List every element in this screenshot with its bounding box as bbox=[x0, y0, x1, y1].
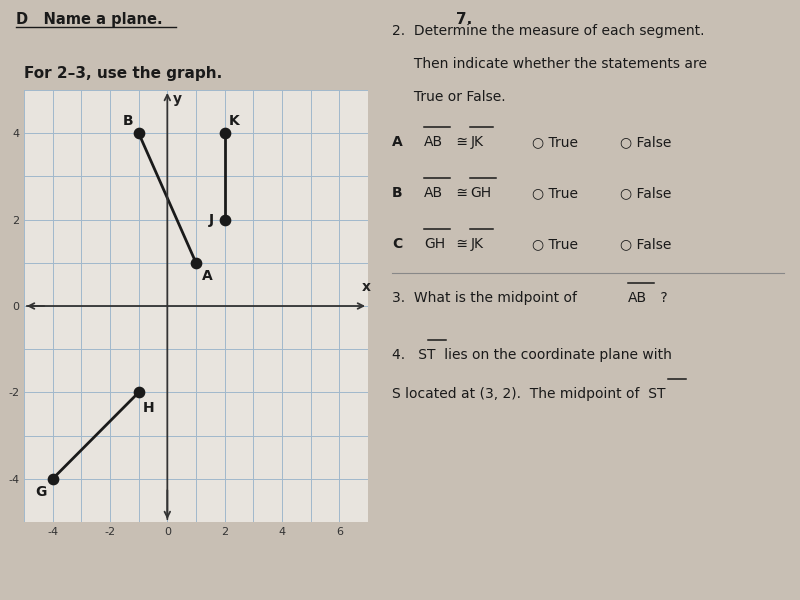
Point bbox=[132, 128, 145, 138]
Point bbox=[190, 258, 202, 268]
Text: H: H bbox=[143, 401, 154, 415]
Text: For 2–3, use the graph.: For 2–3, use the graph. bbox=[24, 66, 222, 81]
Text: AB: AB bbox=[424, 135, 443, 149]
Text: ○ False: ○ False bbox=[620, 186, 671, 200]
Text: ○ False: ○ False bbox=[620, 135, 671, 149]
Text: 2.  Determine the measure of each segment.: 2. Determine the measure of each segment… bbox=[392, 24, 705, 38]
Text: ○ True: ○ True bbox=[532, 237, 578, 251]
Text: AB: AB bbox=[424, 186, 443, 200]
Text: 4.   ST  lies on the coordinate plane with: 4. ST lies on the coordinate plane with bbox=[392, 348, 672, 362]
Text: ≅: ≅ bbox=[452, 186, 472, 200]
Point bbox=[46, 474, 59, 484]
Text: GH: GH bbox=[424, 237, 445, 251]
Text: A: A bbox=[202, 269, 213, 283]
Text: y: y bbox=[173, 92, 182, 106]
Text: 7.: 7. bbox=[456, 12, 472, 27]
Text: D   Name a plane.: D Name a plane. bbox=[16, 12, 162, 27]
Point bbox=[132, 388, 145, 397]
Text: JK: JK bbox=[470, 237, 483, 251]
Text: 3.  What is the midpoint of: 3. What is the midpoint of bbox=[392, 291, 582, 305]
Text: x: x bbox=[362, 280, 371, 294]
Text: B: B bbox=[123, 113, 134, 128]
Text: A: A bbox=[392, 135, 402, 149]
Text: JK: JK bbox=[470, 135, 483, 149]
Text: S located at (3, 2).  The midpoint of  ST: S located at (3, 2). The midpoint of ST bbox=[392, 387, 666, 401]
Text: True or False.: True or False. bbox=[392, 90, 506, 104]
Text: J: J bbox=[209, 213, 214, 227]
Text: AB: AB bbox=[628, 291, 647, 305]
Text: Then indicate whether the statements are: Then indicate whether the statements are bbox=[392, 57, 707, 71]
Text: K: K bbox=[229, 113, 240, 128]
Point bbox=[218, 128, 231, 138]
Text: C: C bbox=[392, 237, 402, 251]
Text: ≅: ≅ bbox=[452, 237, 472, 251]
Text: ○ True: ○ True bbox=[532, 135, 578, 149]
Point bbox=[218, 215, 231, 224]
Text: B: B bbox=[392, 186, 402, 200]
Text: ○ True: ○ True bbox=[532, 186, 578, 200]
Text: ?: ? bbox=[656, 291, 668, 305]
Text: ○ False: ○ False bbox=[620, 237, 671, 251]
Text: GH: GH bbox=[470, 186, 491, 200]
Text: ≅: ≅ bbox=[452, 135, 472, 149]
Text: G: G bbox=[35, 485, 47, 499]
